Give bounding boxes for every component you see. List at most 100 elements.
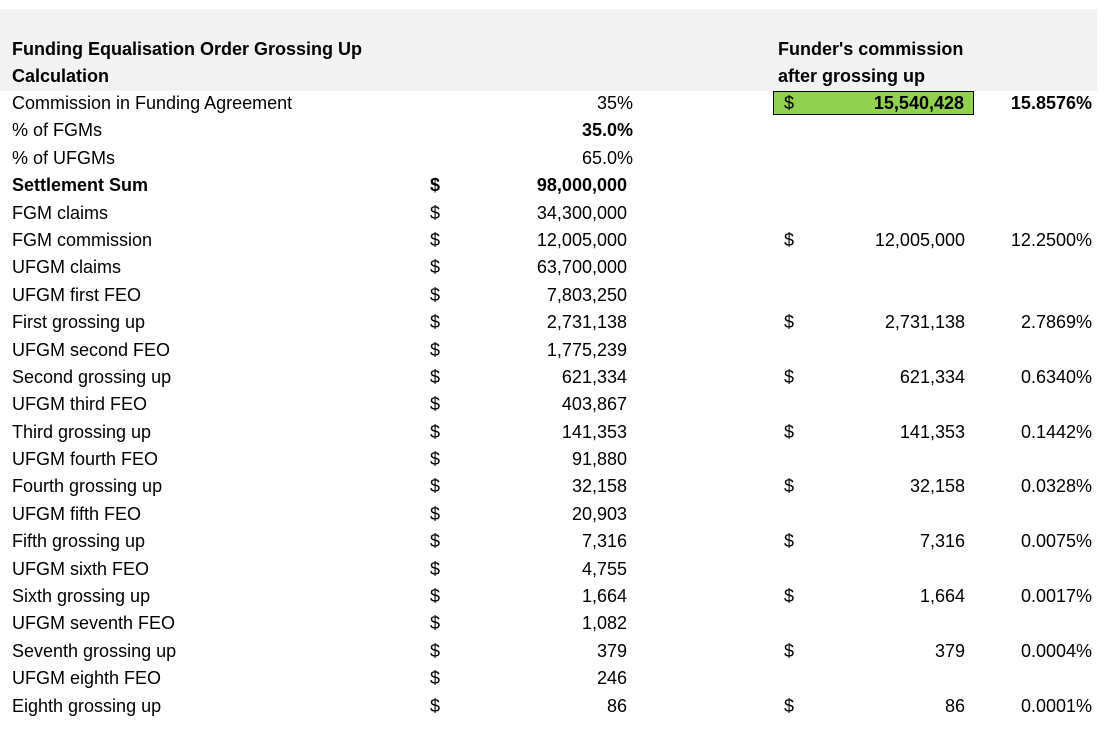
row-label: Fifth grossing up — [12, 531, 146, 552]
row-value: 63,700,000 — [536, 257, 627, 278]
row-currency: $ — [430, 202, 441, 223]
commission-currency: $ — [784, 586, 795, 607]
commission-currency: $ — [784, 421, 795, 442]
sheet-title-line1: Funding Equalisation Order Grossing Up — [12, 39, 363, 59]
row-value: 12,005,000 — [536, 229, 627, 250]
commission-value: 86 — [944, 695, 965, 716]
commission-pct: 0.0328% — [1020, 476, 1092, 497]
row-label: Settlement Sum — [12, 175, 149, 196]
row-value: 34,300,000 — [536, 202, 627, 223]
commission-value: 32,158 — [909, 476, 965, 497]
commission-value: 621,334 — [899, 366, 965, 387]
table-row[interactable]: Second grossing up $621,334 $621,334 0.6340… — [0, 364, 1100, 391]
row-value: 246 — [596, 668, 627, 689]
row-currency: $ — [430, 312, 441, 333]
row-currency: $ — [430, 613, 441, 634]
row-label: UFGM first FEO — [12, 284, 141, 305]
row-value: 7,316 — [581, 531, 627, 552]
table-row[interactable]: UFGM seventh FEO $1,082 — [0, 610, 1100, 637]
ufgm-pct-label: % of UFGMs — [12, 147, 116, 168]
right-header-line1: Funder's commission — [778, 39, 964, 59]
commission-pct: 0.1442% — [1020, 421, 1092, 442]
commission-pct: 0.0004% — [1020, 640, 1092, 661]
row-value: 1,082 — [581, 613, 627, 634]
row-value: 32,158 — [571, 476, 627, 497]
row-value: 379 — [596, 640, 627, 661]
commission-value: 12,005,000 — [874, 229, 965, 250]
table-row[interactable]: First grossing up $2,731,138 $2,731,138 2.7… — [0, 309, 1100, 336]
table-row[interactable]: FGM commission $12,005,000 $12,005,000 12.2… — [0, 227, 1100, 254]
row-currency: $ — [430, 476, 441, 497]
row-currency: $ — [430, 558, 441, 579]
row-currency: $ — [430, 284, 441, 305]
table-row[interactable]: Sixth grossing up $1,664 $1,664 0.0017% — [0, 583, 1100, 610]
row-currency: $ — [430, 668, 441, 689]
commission-value: 2,731,138 — [884, 312, 965, 333]
table-row[interactable]: UFGM third FEO $403,867 — [0, 391, 1100, 418]
table-row[interactable]: Seventh grossing up $379 $379 0.0004% — [0, 638, 1100, 665]
table-row[interactable]: Eighth grossing up $86 $86 0.0001% — [0, 693, 1100, 720]
table-row[interactable]: UFGM first FEO $7,803,250 — [0, 282, 1100, 309]
commission-value: 141,353 — [899, 421, 965, 442]
ufgm-pct-row[interactable]: % of UFGMs 65.0% — [0, 145, 1100, 172]
table-row[interactable]: UFGM fourth FEO $91,880 — [0, 446, 1100, 473]
row-value: 2,731,138 — [546, 312, 627, 333]
row-currency: $ — [430, 586, 441, 607]
row-currency: $ — [430, 531, 441, 552]
table-row[interactable]: UFGM eighth FEO $246 — [0, 665, 1100, 692]
row-label: UFGM third FEO — [12, 394, 148, 415]
row-value: 141,353 — [561, 421, 627, 442]
table-row[interactable]: UFGM fifth FEO $20,903 — [0, 501, 1100, 528]
commission-pct: 0.6340% — [1020, 366, 1092, 387]
row-label: UFGM fifth FEO — [12, 503, 142, 524]
row-label: UFGM second FEO — [12, 339, 171, 360]
table-row[interactable]: UFGM second FEO $1,775,239 — [0, 337, 1100, 364]
fgm-pct-label: % of FGMs — [12, 120, 103, 141]
row-currency: $ — [430, 503, 441, 524]
commission-currency: $ — [784, 695, 795, 716]
row-label: UFGM fourth FEO — [12, 449, 159, 470]
row-currency: $ — [430, 394, 441, 415]
data-rows: Commission in Funding Agreement 35% $ 15… — [0, 90, 1100, 720]
commission-value: 7,316 — [919, 531, 965, 552]
row-label: Eighth grossing up — [12, 695, 162, 716]
total-commission-pct: 15.8576% — [1010, 93, 1092, 113]
table-row[interactable]: Fourth grossing up $32,158 $32,158 0.0328% — [0, 473, 1100, 500]
fgm-pct-row[interactable]: % of FGMs 35.0% — [0, 117, 1100, 144]
table-row[interactable]: Settlement Sum $98,000,000 — [0, 172, 1100, 199]
commission-label: Commission in Funding Agreement — [12, 93, 293, 113]
row-currency: $ — [430, 339, 441, 360]
row-label: Sixth grossing up — [12, 586, 151, 607]
row-label: First grossing up — [12, 312, 146, 333]
table-row[interactable]: UFGM claims $63,700,000 — [0, 254, 1100, 281]
commission-currency: $ — [784, 366, 795, 387]
total-commission-cell[interactable]: $ 15,540,428 — [773, 91, 974, 115]
table-row[interactable]: Fifth grossing up $7,316 $7,316 0.0075% — [0, 528, 1100, 555]
commission-currency: $ — [784, 229, 795, 250]
row-value: 20,903 — [571, 503, 627, 524]
row-value: 98,000,000 — [536, 175, 627, 196]
commission-row[interactable]: Commission in Funding Agreement 35% $ 15… — [0, 90, 1100, 117]
table-row[interactable]: UFGM sixth FEO $4,755 — [0, 556, 1100, 583]
right-header-line2: after grossing up — [778, 66, 926, 86]
row-value: 1,775,239 — [546, 339, 627, 360]
commission-value: 1,664 — [919, 586, 965, 607]
row-label: Seventh grossing up — [12, 640, 177, 661]
row-currency: $ — [430, 640, 441, 661]
row-currency: $ — [430, 257, 441, 278]
commission-currency: $ — [784, 640, 795, 661]
sheet-title-line2: Calculation — [12, 66, 110, 86]
commission-pct: 0.0075% — [1020, 531, 1092, 552]
commission-pct: 12.2500% — [1010, 229, 1092, 250]
row-value: 1,664 — [581, 586, 627, 607]
commission-value: 379 — [934, 640, 965, 661]
row-label: FGM commission — [12, 229, 153, 250]
calculation-rows: Settlement Sum $98,000,000 FGM claims $34,3… — [0, 172, 1100, 720]
table-row[interactable]: FGM claims $34,300,000 — [0, 200, 1100, 227]
commission-rate: 35% — [596, 93, 633, 113]
row-label: UFGM sixth FEO — [12, 558, 150, 579]
row-value: 91,880 — [571, 449, 627, 470]
row-value: 621,334 — [561, 366, 627, 387]
table-row[interactable]: Third grossing up $141,353 $141,353 0.1442% — [0, 419, 1100, 446]
